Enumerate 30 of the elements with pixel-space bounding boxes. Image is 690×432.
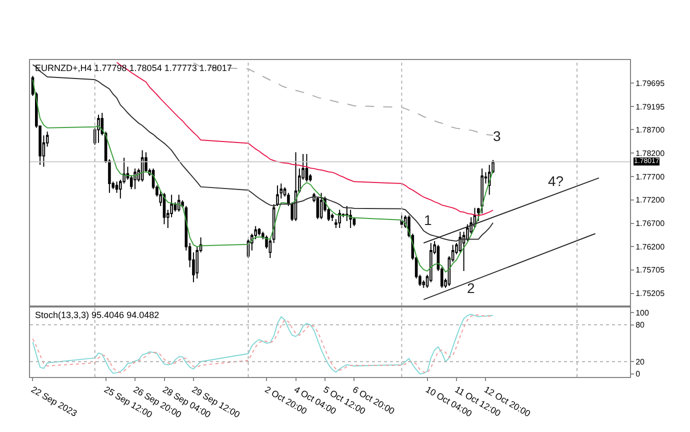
y-tick-label: 1.76700 [636,219,666,228]
candlestick [97,114,100,144]
candlestick [320,192,323,220]
candlestick [294,152,298,222]
y-tick-label: 100 [636,308,650,318]
annotation: 2 [467,280,475,296]
candlestick [134,168,136,190]
candlestick [338,209,341,228]
y-tick-label: 1.77700 [636,172,666,182]
y-tick-label: 1.75705 [636,266,666,275]
y-tick-label: 80 [636,320,646,330]
annotation: 1 [424,212,432,228]
candlestick [305,154,308,182]
y-tick-label: 20 [636,357,646,366]
y-tick-label: 1.78200 [636,148,666,158]
y-tick-label: 1.78700 [636,126,666,135]
x-tick-label: 22 Sep 2023 [29,384,79,418]
y-tick-label: 1.79695 [636,78,666,88]
y-tick-label: 1.79195 [636,102,666,112]
line-series [32,79,494,272]
annotation: 3 [493,128,501,144]
y-tick-label: 1.76200 [636,242,666,252]
candlestick [177,194,180,212]
y-tick-label: 1.75205 [636,289,666,298]
candlestick [268,238,272,258]
candlestick [258,227,261,236]
annotation: 4? [548,173,564,189]
y-tick-label: 0 [636,370,641,379]
y-tick-label: 1.77200 [636,196,666,205]
chart-title: Stoch(13,3,3) 95.4046 94.0482 [35,310,160,320]
